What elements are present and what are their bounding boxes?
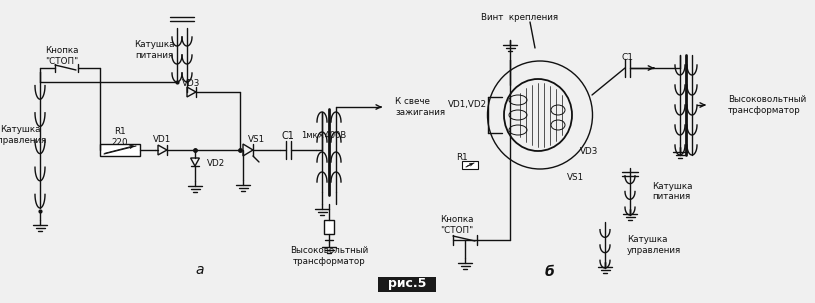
Text: VS1: VS1 <box>567 174 584 182</box>
Text: Высоковольтный
трансформатор: Высоковольтный трансформатор <box>728 95 806 115</box>
Bar <box>100 144 140 156</box>
Text: R1
220: R1 220 <box>112 127 128 147</box>
Text: VD3: VD3 <box>580 148 598 157</box>
Text: C1: C1 <box>281 131 294 141</box>
Text: К свече
зажигания: К свече зажигания <box>395 97 445 117</box>
Text: Катушка
управления: Катушка управления <box>627 235 681 255</box>
Text: R1: R1 <box>456 154 468 162</box>
Text: VD2: VD2 <box>207 159 225 168</box>
Text: VD1,VD2: VD1,VD2 <box>448 101 487 109</box>
Text: б: б <box>545 265 555 279</box>
Bar <box>462 161 478 169</box>
Text: Винт  крепления: Винт крепления <box>482 14 558 22</box>
Text: Катушка
питания: Катушка питания <box>134 40 174 60</box>
Text: Высоковольтный
трансформатор: Высоковольтный трансформатор <box>290 246 368 266</box>
Text: Кнопка
"СТОП": Кнопка "СТОП" <box>46 46 79 66</box>
Text: Катушка
питания: Катушка питания <box>652 182 693 201</box>
Text: VD3: VD3 <box>183 78 200 88</box>
Text: а: а <box>196 263 205 277</box>
Text: рис.5: рис.5 <box>388 277 426 289</box>
Bar <box>324 220 334 234</box>
Text: VD1: VD1 <box>153 135 172 144</box>
Text: VS1: VS1 <box>249 135 266 145</box>
FancyBboxPatch shape <box>378 277 436 291</box>
Text: C1: C1 <box>621 52 633 62</box>
Text: Катушка
управления: Катушка управления <box>0 125 47 145</box>
Text: 1мк×400В: 1мк×400В <box>302 132 346 141</box>
Text: Кнопка
"СТОП": Кнопка "СТОП" <box>440 215 474 235</box>
